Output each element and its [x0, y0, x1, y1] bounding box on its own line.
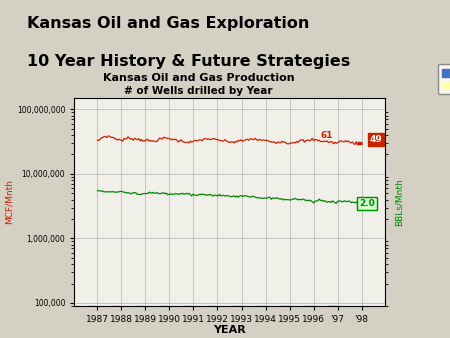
Bar [160, 305, 170, 306]
Bar [256, 305, 266, 306]
Bar [136, 305, 145, 306]
Bar [232, 305, 242, 306]
Y-axis label: BBLs/Mnth: BBLs/Mnth [395, 178, 404, 226]
Text: # of Wells drilled by Year: # of Wells drilled by Year [124, 86, 273, 96]
Text: 61: 61 [321, 130, 333, 140]
Text: 2.0: 2.0 [359, 199, 375, 208]
Bar [184, 305, 194, 306]
Bar [280, 305, 289, 306]
Text: 49: 49 [370, 135, 382, 144]
X-axis label: YEAR: YEAR [213, 325, 246, 335]
Text: 10 Year History & Future Strategies: 10 Year History & Future Strategies [27, 54, 350, 70]
Legend: Entire State, Hugoton Embayment Infill: Entire State, Hugoton Embayment Infill [438, 65, 450, 94]
Bar [88, 305, 98, 306]
Bar [112, 305, 122, 306]
Text: Kansas Oil and Gas Production: Kansas Oil and Gas Production [103, 73, 294, 83]
Y-axis label: MCF/Mnth: MCF/Mnth [5, 179, 14, 224]
Bar [208, 305, 217, 306]
Text: Kansas Oil and Gas Exploration: Kansas Oil and Gas Exploration [27, 16, 310, 31]
